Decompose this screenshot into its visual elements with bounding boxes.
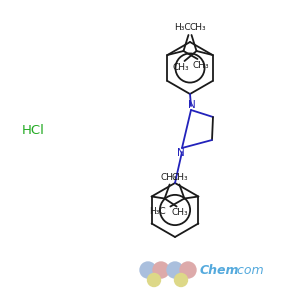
Text: .com: .com xyxy=(233,263,264,277)
Circle shape xyxy=(180,262,196,278)
Text: CH₃: CH₃ xyxy=(172,62,189,71)
Circle shape xyxy=(148,274,160,286)
Text: CH₃: CH₃ xyxy=(192,61,209,70)
Text: H₃C: H₃C xyxy=(174,23,190,32)
Text: H₃C: H₃C xyxy=(149,207,165,216)
Circle shape xyxy=(167,262,183,278)
Text: CH₃: CH₃ xyxy=(161,173,177,182)
Circle shape xyxy=(153,262,169,278)
Text: CH₃: CH₃ xyxy=(172,173,188,182)
Text: HCl: HCl xyxy=(22,124,45,136)
Text: CH₃: CH₃ xyxy=(190,23,206,32)
Circle shape xyxy=(140,262,156,278)
Text: CH₃: CH₃ xyxy=(171,208,188,217)
Circle shape xyxy=(175,274,188,286)
Text: N: N xyxy=(188,100,196,110)
Text: Chem: Chem xyxy=(200,263,239,277)
Text: N: N xyxy=(177,148,185,158)
